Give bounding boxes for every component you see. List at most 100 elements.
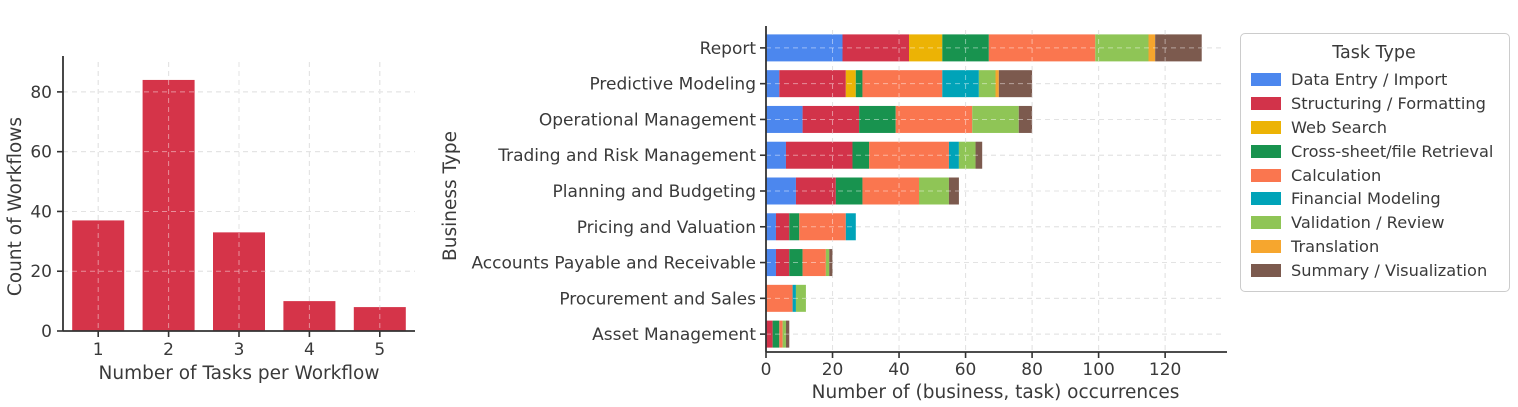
bar-segment: [988, 34, 1096, 62]
legend-swatch: [1251, 216, 1281, 230]
y-tick-label: 40: [30, 202, 52, 222]
bar-segment: [789, 213, 800, 241]
legend-swatch: [1251, 239, 1281, 253]
bar-segment: [766, 213, 776, 241]
bar-tasks-3: [213, 232, 265, 331]
x-tick-label: 120: [1149, 360, 1181, 380]
y-axis-label: Business Type: [440, 131, 461, 261]
legend-item: Structuring / Formatting: [1251, 92, 1497, 116]
bar-segment: [802, 105, 860, 133]
bar-segment: [855, 70, 863, 98]
legend-items: Data Entry / Import Structuring / Formatt…: [1251, 68, 1497, 282]
legend-swatch: [1251, 120, 1281, 134]
bar-segment: [909, 34, 943, 62]
legend-swatch: [1251, 73, 1281, 87]
bar-segment: [975, 141, 983, 169]
x-tick-label: 1: [93, 340, 104, 360]
bar-tasks-4: [283, 301, 336, 331]
bar-segment: [775, 249, 790, 277]
bar-segment: [766, 249, 776, 277]
business-task-stacked-bar-chart: 0 20 40 60 80 100 120 Report Predictive Modeling…: [440, 26, 1227, 403]
x-tick-label: 60: [955, 360, 977, 380]
legend-label: Summary / Visualization: [1291, 260, 1488, 280]
y-tick-label: 60: [30, 143, 52, 163]
legend-label: Web Search: [1291, 117, 1388, 137]
bar-segment: [795, 177, 836, 205]
bar-segment: [919, 177, 949, 205]
bar-segment: [942, 34, 989, 62]
bar-segment: [825, 249, 830, 277]
bar-segment: [766, 105, 803, 133]
bar-segment: [772, 320, 780, 348]
bar-segment: [802, 249, 826, 277]
bar-segment: [766, 284, 793, 312]
legend-item: Calculation: [1251, 163, 1497, 187]
y-tick-label: 0: [41, 322, 52, 342]
legend-swatch: [1251, 144, 1281, 158]
bar-tasks-5: [353, 307, 406, 331]
legend-item: Financial Modeling: [1251, 187, 1497, 211]
bar-tasks-2: [142, 79, 195, 331]
legend-item: Validation / Review: [1251, 211, 1497, 235]
x-tick-label: 100: [1082, 360, 1114, 380]
bar-segment: [842, 34, 910, 62]
bar-segment: [995, 70, 999, 98]
category-label: Report: [700, 39, 757, 59]
bar-segment: [799, 213, 846, 241]
bar-segment: [1095, 34, 1149, 62]
legend-title: Task Type: [1332, 43, 1416, 63]
legend-label: Cross-sheet/file Retrieval: [1291, 141, 1494, 161]
legend-label: Structuring / Formatting: [1291, 94, 1486, 114]
bar-segment: [862, 177, 919, 205]
legend-label: Financial Modeling: [1291, 189, 1441, 209]
x-tick-label: 40: [888, 360, 910, 380]
x-axis-label: Number of Tasks per Workflow: [99, 363, 380, 384]
bar-segment: [766, 177, 796, 205]
bar-segment: [978, 70, 996, 98]
bar-segment: [779, 320, 783, 348]
category-label: Trading and Risk Management: [497, 146, 756, 166]
category-label: Operational Management: [539, 110, 756, 130]
bar-segment: [792, 284, 796, 312]
legend-swatch: [1251, 192, 1281, 206]
bar-segment: [1148, 34, 1156, 62]
legend-swatch: [1251, 263, 1281, 277]
bar-segment: [789, 249, 803, 277]
bar-segment: [766, 70, 780, 98]
y-tick-label: 80: [30, 83, 52, 103]
legend-label: Calculation: [1291, 165, 1382, 185]
legend-item: Cross-sheet/file Retrieval: [1251, 139, 1497, 163]
legend-label: Translation: [1291, 236, 1380, 256]
bar-segment: [852, 141, 870, 169]
bar-segment: [785, 141, 853, 169]
bar-segment: [835, 177, 863, 205]
bar-segment: [766, 34, 843, 62]
bar-segment: [948, 141, 959, 169]
bar-segment: [948, 177, 959, 205]
x-tick-label: 4: [304, 340, 315, 360]
bar-segment: [1018, 105, 1033, 133]
category-label: Pricing and Valuation: [577, 218, 756, 238]
tasks-per-workflow-histogram: 0 20 40 60 80 1 2 3 4 5 Number of Tasks per Workfl…: [5, 56, 415, 384]
category-label: Predictive Modeling: [589, 75, 756, 95]
bar-segment: [1155, 34, 1202, 62]
x-tick-label: 5: [374, 340, 385, 360]
x-tick-label: 20: [822, 360, 844, 380]
x-tick-label: 3: [234, 340, 245, 360]
bar-segment: [862, 70, 943, 98]
legend-label: Validation / Review: [1291, 213, 1445, 233]
bar-segment: [859, 105, 896, 133]
task-type-legend: Task Type Data Entry / Import Structuring…: [1240, 33, 1510, 293]
category-label: Asset Management: [592, 325, 756, 345]
category-label: Accounts Payable and Receivable: [471, 254, 756, 274]
category-label: Planning and Budgeting: [553, 182, 756, 202]
category-label: Procurement and Sales: [559, 289, 756, 309]
y-tick-label: 20: [30, 262, 52, 282]
bar-segment: [998, 70, 1033, 98]
bar-segment: [845, 213, 856, 241]
bar-segment: [845, 70, 856, 98]
legend-item: Summary / Visualization: [1251, 258, 1497, 282]
legend-label: Data Entry / Import: [1291, 70, 1448, 90]
x-tick-label: 80: [1021, 360, 1043, 380]
bar-tasks-1: [72, 220, 125, 331]
